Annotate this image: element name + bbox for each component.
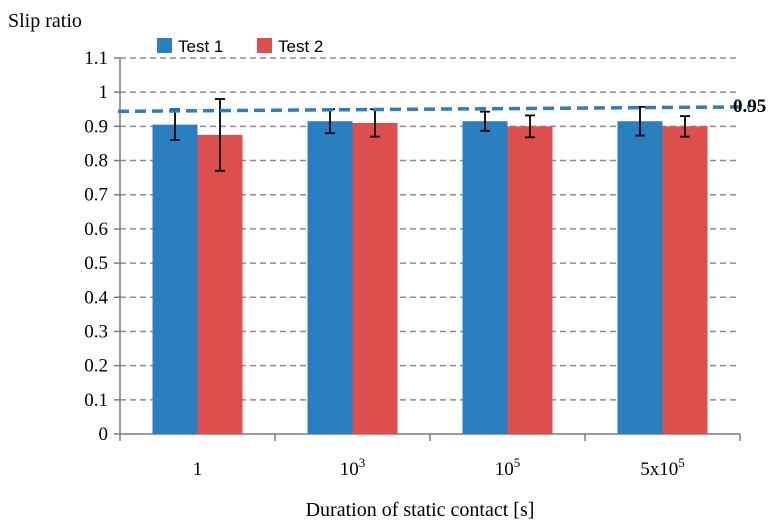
y-axis-title: Slip ratio <box>8 10 82 32</box>
y-tick-label: 0.2 <box>84 356 108 377</box>
x-tick-label-exponent: 3 <box>359 455 366 470</box>
x-tick-label-base: 10 <box>495 459 514 480</box>
x-axis: 1 103 105 5x105 <box>119 433 741 480</box>
reference-line <box>117 105 751 114</box>
y-tick-label: 0.6 <box>84 219 108 240</box>
bar <box>197 134 243 434</box>
legend: Test 1 Test 2 <box>157 37 323 56</box>
y-tick-label: 1 <box>99 82 109 103</box>
x-tick-label: 105 <box>495 455 521 480</box>
bars-layer <box>152 121 708 435</box>
bar <box>462 121 508 435</box>
y-axis: 0 0.1 0.2 0.3 0.4 0.5 0.6 0.7 0.8 0.9 1 1.1 <box>84 48 121 445</box>
y-tick-label: 0.1 <box>84 390 108 411</box>
legend-label: Test 1 <box>178 37 223 56</box>
y-tick-label: 0 <box>99 424 109 445</box>
x-tick-label: 1 <box>193 459 203 480</box>
bar <box>152 124 198 435</box>
reference-line-group: 0.95 <box>117 96 766 117</box>
x-tick-label-exponent: 5 <box>678 455 685 470</box>
legend-label: Test 2 <box>278 37 323 56</box>
x-axis-title: Duration of static contact [s] <box>306 499 535 521</box>
x-tick-label-exponent: 5 <box>514 455 521 470</box>
y-tick-label: 0.3 <box>84 321 108 342</box>
y-tick-label: 0.9 <box>84 116 108 137</box>
y-tick-label: 0.8 <box>84 151 108 172</box>
bar <box>662 126 708 434</box>
x-tick-label-base: 10 <box>340 459 359 480</box>
y-tick-label: 0.7 <box>84 185 108 206</box>
reference-line-label: 0.95 <box>733 96 766 117</box>
y-tick-label: 1.1 <box>84 48 108 69</box>
y-tick-label: 0.5 <box>84 253 108 274</box>
x-tick-label-base: 1 <box>193 459 203 480</box>
legend-swatch <box>257 38 272 53</box>
x-tick-label: 103 <box>340 455 366 480</box>
bar <box>352 122 398 434</box>
bar <box>507 126 553 434</box>
y-tick-label: 0.4 <box>84 287 108 308</box>
bar <box>617 121 663 435</box>
x-tick-label-base: 5x10 <box>640 459 678 480</box>
legend-swatch <box>157 38 172 53</box>
bar <box>307 121 353 435</box>
x-tick-label: 5x105 <box>640 455 685 480</box>
